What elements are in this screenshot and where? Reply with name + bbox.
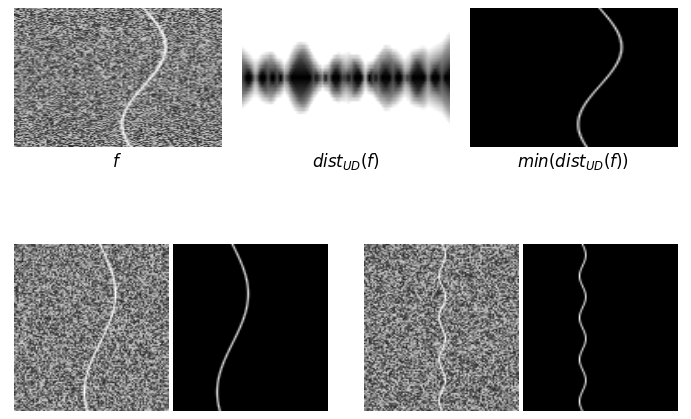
Text: $f$: $f$ bbox=[113, 153, 122, 171]
Text: $min(dist_{UD}(f))$: $min(dist_{UD}(f))$ bbox=[518, 151, 630, 172]
Text: $dist_{UD}(f)$: $dist_{UD}(f)$ bbox=[312, 151, 379, 172]
